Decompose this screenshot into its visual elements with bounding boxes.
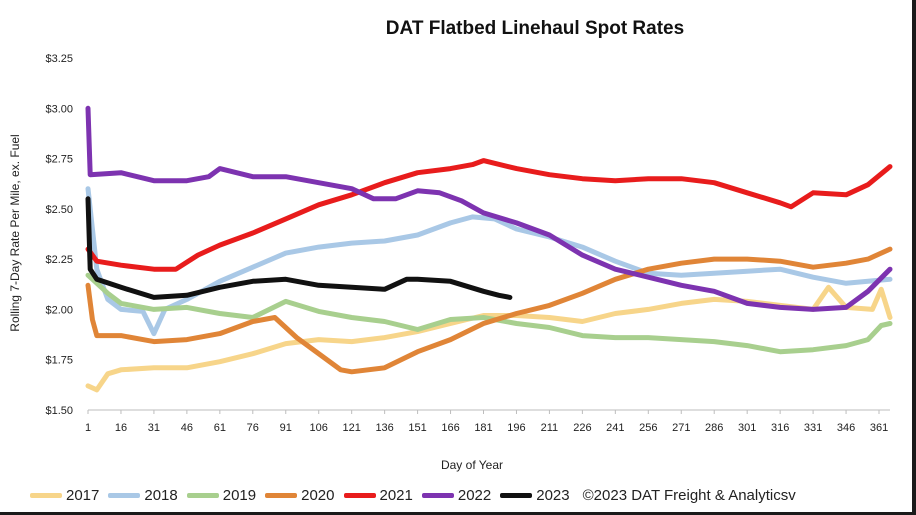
x-tick-label: 166	[441, 422, 459, 434]
x-tick-label: 361	[870, 422, 888, 434]
legend: 2017 2018 2019 2020 2021 2022 2023 ©2023 DAT F…	[30, 484, 796, 506]
legend-entry-2021: 2021	[343, 486, 413, 504]
x-tick-label: 31	[148, 422, 160, 434]
legend-entry-2019: 2019	[186, 486, 257, 504]
x-tick-label: 46	[181, 422, 193, 434]
legend-label: 2019	[222, 486, 257, 504]
series-line-2021	[85, 158, 893, 272]
legend-entries: 2017 2018 2019 2020 2021 2022 2023	[30, 487, 579, 504]
x-tick-label: 61	[214, 422, 226, 434]
x-tick-label: 316	[771, 422, 789, 434]
series-line-2023	[85, 196, 513, 300]
series-line-2017	[85, 284, 893, 393]
copyright-annotation: ©2023 DAT Freight & Analyticsv	[582, 486, 796, 504]
x-tick-label: 91	[280, 422, 292, 434]
y-tick-label: $1.50	[45, 405, 73, 417]
x-tick-label: 256	[639, 422, 657, 434]
x-tick-label: 151	[408, 422, 426, 434]
x-tick-label: 121	[342, 422, 360, 434]
legend-label: 2020	[301, 486, 335, 504]
series-layer	[85, 105, 893, 393]
legend-swatch	[343, 492, 376, 498]
x-tick-label: 106	[310, 422, 328, 434]
legend-entry-2020: 2020	[265, 486, 335, 504]
legend-label: 2022	[457, 486, 492, 504]
legend-swatch	[265, 492, 298, 498]
axes-layer: $1.50 $1.75 $2.00 $2.25 $2.50 $2.75 $3.00 $3.25…	[45, 53, 890, 434]
y-tick-label: $1.75	[45, 355, 73, 367]
y-tick-label: $2.50	[45, 204, 73, 216]
y-tick-label: $3.25	[45, 53, 73, 65]
x-tick-label: 226	[573, 422, 591, 434]
legend-swatch	[186, 492, 219, 498]
x-tick-label: 1	[85, 422, 91, 434]
legend-label: 2021	[379, 486, 413, 504]
legend-label: 2023	[536, 486, 570, 504]
x-tick-label: 271	[672, 422, 690, 434]
x-tick-label: 346	[837, 422, 855, 434]
x-tick-label: 301	[738, 422, 756, 434]
y-tick-label: $2.25	[45, 254, 73, 266]
chart-title: DAT Flatbed Linehaul Spot Rates	[385, 18, 685, 39]
legend-entry-2018: 2018	[108, 486, 178, 504]
legend-entry-2023: 2023	[500, 486, 570, 504]
y-axis-title: Rolling 7-Day Rate Per Mile, ex. Fuel	[8, 134, 22, 331]
x-tick-label: 136	[375, 422, 393, 434]
x-tick-label: 16	[115, 422, 127, 434]
x-tick-label: 181	[474, 422, 492, 434]
x-tick-label: 241	[606, 422, 624, 434]
series-line-2022	[85, 105, 893, 312]
x-tick-label: 286	[705, 422, 723, 434]
series-line-2020	[85, 246, 893, 375]
x-axis-title: Day of Year	[441, 458, 503, 472]
legend-swatch	[108, 492, 141, 498]
series-line-2018	[85, 186, 893, 337]
y-tick-label: $3.00	[45, 103, 73, 115]
legend-swatch	[30, 492, 62, 498]
x-tick-label: 76	[247, 422, 259, 434]
legend-label: 2017	[66, 486, 100, 504]
y-tick-label: $2.00	[45, 304, 73, 316]
x-tick-label: 211	[541, 422, 559, 434]
legend-label: 2018	[144, 486, 178, 504]
legend-swatch	[500, 492, 533, 498]
x-tick-label: 196	[507, 422, 525, 434]
legend-swatch	[421, 492, 454, 498]
legend-entry-2022: 2022	[421, 486, 492, 504]
x-tick-label: 331	[804, 422, 822, 434]
y-tick-label: $2.75	[45, 154, 73, 166]
legend-entry-2017: 2017	[30, 487, 99, 504]
